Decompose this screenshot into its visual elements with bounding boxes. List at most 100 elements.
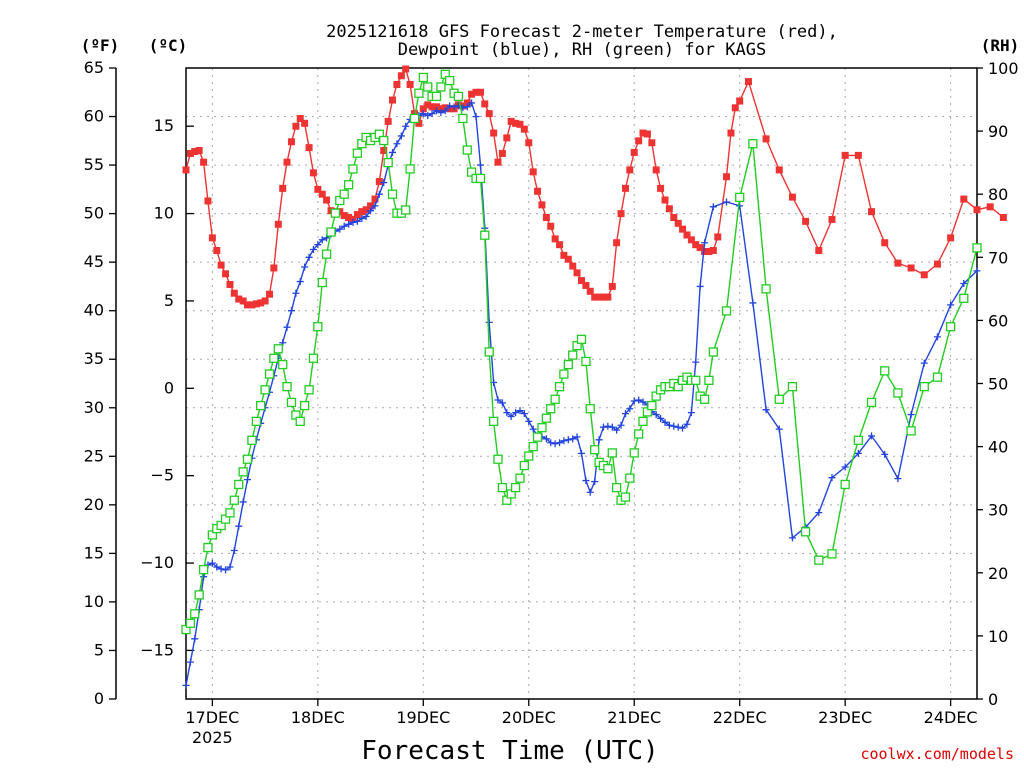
dewpoint-point — [507, 413, 515, 421]
rh-point — [625, 473, 635, 483]
temperature-point — [494, 158, 502, 166]
rh-point — [774, 394, 784, 404]
rh-point — [853, 435, 863, 445]
temperature-point — [639, 129, 647, 137]
dewpoint-point — [674, 423, 682, 431]
temperature-point — [296, 114, 304, 122]
dewpoint-point — [345, 220, 353, 228]
temperature-point — [881, 239, 889, 247]
dewpoint-point — [762, 406, 770, 414]
rh-point — [190, 609, 200, 619]
temperature-point — [266, 290, 274, 298]
dewpoint-point — [599, 423, 607, 431]
temperature-point — [652, 166, 660, 174]
rh-point — [185, 618, 196, 628]
temperature-point — [463, 99, 471, 107]
dewpoint-point — [696, 282, 704, 290]
dewpoint-point — [595, 436, 603, 444]
chart-title-line-1: 2025121618 GFS Forecast 2-meter Temperat… — [326, 22, 838, 42]
rh-unit-label: (RH) — [981, 36, 1020, 55]
series-layer — [181, 65, 1007, 689]
dewpoint-point — [569, 435, 577, 443]
dewpoint-point — [591, 478, 599, 486]
temperature-point — [534, 187, 542, 195]
dewpoint-point — [437, 109, 445, 117]
dewpoint-point — [463, 103, 471, 111]
dewpoint-point — [907, 411, 915, 419]
grid-lines — [186, 68, 977, 699]
temperature-point — [744, 78, 752, 86]
temperature-point — [406, 81, 414, 89]
rh-point — [198, 564, 209, 575]
dewpoint-point — [485, 318, 493, 326]
dewpoint-point — [692, 358, 700, 366]
rh-point — [260, 385, 270, 395]
rh-point — [343, 180, 354, 190]
dewpoint-point — [296, 278, 304, 286]
dewpoint-point — [367, 207, 375, 215]
dewpoint-point — [529, 425, 537, 433]
dewpoint-point — [494, 396, 502, 404]
rh-point — [541, 413, 552, 423]
rh-point — [554, 382, 565, 392]
rh-point — [546, 404, 556, 414]
credit-link[interactable]: coolwx.com/models — [860, 745, 1014, 763]
dewpoint-point — [186, 658, 194, 666]
rh-point — [497, 482, 508, 493]
rh-point — [348, 164, 358, 174]
dewpoint-point — [428, 110, 436, 118]
dewpoint-point — [683, 420, 691, 428]
rh-point — [840, 479, 850, 490]
dewpoint-point — [613, 426, 621, 434]
dewpoint-point — [657, 414, 665, 422]
dewpoint-point — [402, 122, 410, 130]
temperature-point — [186, 149, 194, 157]
temperature-point — [226, 280, 234, 288]
rh-point — [611, 482, 622, 493]
celsius-tick-label: 5 — [164, 291, 174, 310]
dewpoint-point — [503, 409, 511, 417]
dewpoint-point — [432, 107, 440, 115]
temperature-point — [512, 119, 520, 127]
temperature-point — [538, 201, 546, 209]
temperature-point — [560, 251, 568, 259]
rh-point — [475, 173, 486, 184]
temperature-point — [230, 289, 238, 297]
rh-tick-label: 90 — [988, 122, 1008, 141]
dewpoint-point — [222, 566, 230, 574]
dewpoint-point — [709, 203, 717, 211]
dewpoint-point — [542, 435, 550, 443]
rh-point — [488, 416, 499, 427]
temperature-point — [380, 147, 388, 155]
temperature-point — [323, 196, 331, 204]
rh-point — [721, 306, 732, 316]
temperature-point — [701, 247, 709, 255]
rh-point — [748, 139, 758, 149]
rh-point — [800, 527, 811, 537]
temperature-point — [723, 173, 731, 181]
rh-point — [620, 492, 631, 502]
temperature-point — [635, 137, 643, 145]
rh-point — [242, 454, 253, 464]
temperature-point — [375, 178, 383, 186]
fahrenheit-tick-label: 30 — [84, 398, 104, 417]
rh-point — [418, 72, 428, 83]
temperature-point — [314, 185, 322, 193]
temperature-point — [529, 168, 537, 176]
temperature-point — [578, 277, 585, 285]
dewpoint-point — [441, 107, 449, 115]
dewpoint-point — [336, 225, 344, 233]
dewpoint-point — [349, 218, 357, 226]
dewpoint-point — [235, 522, 243, 530]
rh-point — [866, 397, 877, 408]
dewpoint-point — [701, 239, 709, 247]
temperature-point — [345, 213, 353, 221]
temperature-point — [195, 147, 203, 155]
rh-point — [251, 416, 261, 427]
rh-tick-label: 40 — [988, 438, 1008, 457]
rh-point — [234, 479, 244, 490]
temperature-point — [301, 119, 309, 127]
dewpoint-point — [841, 463, 849, 471]
rh-point — [401, 205, 411, 215]
